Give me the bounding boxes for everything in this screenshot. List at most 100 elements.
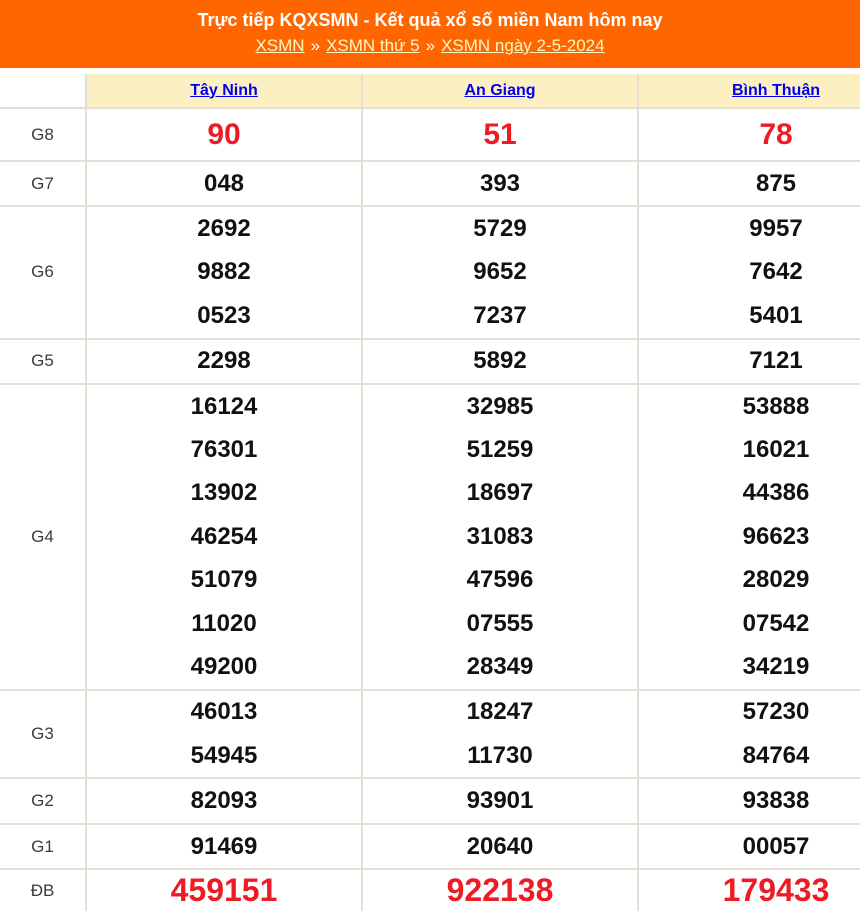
prize-label-g3: G3 (0, 688, 87, 780)
results-table-wrapper: Tây Ninh An Giang Bình Thuận G8 90 51 78 G7 048… (0, 74, 860, 911)
prize-row-db: ĐB 459151 922138 179433 (0, 868, 860, 911)
prize-number: 9957 (749, 215, 803, 243)
prize-number: 51 (483, 117, 517, 151)
prize-number: 0523 (197, 301, 251, 329)
prize-cell-g7-0: 048 (85, 159, 363, 208)
prize-number: 16124 (190, 392, 258, 420)
prize-number: 9882 (197, 258, 251, 286)
prize-cell-g5-1: 5892 (361, 337, 639, 385)
prize-row-g8: G8 90 51 78 (0, 107, 860, 162)
prize-cell-g2-0: 82093 (85, 777, 363, 825)
breadcrumb-link-1[interactable]: XSMN thứ 5 (326, 36, 420, 55)
prize-number: 393 (479, 169, 521, 197)
prize-number: 7237 (473, 301, 527, 329)
province-link-0[interactable]: Tây Ninh (190, 81, 258, 99)
province-header-2: Bình Thuận (637, 74, 860, 109)
prize-number: 07555 (466, 609, 534, 637)
prize-cell-g5-2: 7121 (637, 337, 860, 385)
prize-label-g8: G8 (0, 107, 87, 162)
prize-number: 31083 (466, 522, 534, 550)
prize-cell-g8-1: 51 (361, 107, 639, 162)
prize-number: 34219 (742, 652, 810, 680)
prize-cell-g6-2: 9957 7642 5401 (637, 205, 860, 340)
prize-cell-g1-2: 00057 (637, 822, 860, 871)
prize-cell-g7-1: 393 (361, 159, 639, 208)
prize-number: 84764 (742, 741, 810, 769)
prize-number: 048 (203, 169, 245, 197)
prize-cell-g4-2: 53888 16021 44386 96623 28029 07542 34219 (637, 382, 860, 691)
prize-label-g4: G4 (0, 382, 87, 691)
prize-number: 46013 (190, 698, 258, 726)
prize-number: 2298 (197, 347, 251, 375)
breadcrumb: XSMN » XSMN thứ 5 » XSMN ngày 2-5-2024 (0, 35, 860, 57)
prize-cell-g4-1: 32985 51259 18697 31083 47596 07555 28349 (361, 382, 639, 691)
prize-label-g2: G2 (0, 777, 87, 825)
prize-number: 28029 (742, 566, 810, 594)
top-banner: Trực tiếp KQXSMN - Kết quả xổ số miền Na… (0, 0, 860, 68)
prize-number: 44386 (742, 479, 810, 507)
prize-number: 49200 (190, 652, 258, 680)
prize-cell-g5-0: 2298 (85, 337, 363, 385)
prize-number: 7642 (749, 258, 803, 286)
prize-number: 11730 (467, 741, 533, 769)
prize-cell-g4-0: 16124 76301 13902 46254 51079 11020 49200 (85, 382, 363, 691)
prize-number: 46254 (190, 522, 258, 550)
prize-cell-db-0: 459151 (85, 868, 363, 911)
lottery-results-table: Tây Ninh An Giang Bình Thuận G8 90 51 78 G7 048… (0, 74, 860, 911)
prize-number: 20640 (466, 832, 534, 860)
prize-number: 00057 (742, 832, 810, 860)
prize-number: 11020 (191, 609, 257, 637)
prize-number: 91469 (190, 832, 258, 860)
prize-number: 53888 (742, 392, 810, 420)
prize-number: 76301 (190, 436, 258, 464)
prize-row-g1: G1 91469 20640 00057 (0, 822, 860, 871)
prize-row-g5: G5 2298 5892 7121 (0, 337, 860, 385)
prize-number: 93901 (466, 787, 534, 815)
prize-number: 51259 (466, 436, 534, 464)
prize-number: 57230 (742, 698, 810, 726)
prize-number: 54945 (190, 741, 258, 769)
prize-number: 459151 (170, 872, 278, 909)
prize-number: 5401 (749, 301, 803, 329)
prize-number: 2692 (197, 215, 251, 243)
prize-number: 16021 (742, 436, 810, 464)
prize-row-g3: G3 46013 54945 18247 11730 57230 84764 (0, 688, 860, 780)
province-link-1[interactable]: An Giang (464, 81, 536, 99)
province-header-0: Tây Ninh (85, 74, 363, 109)
prize-number: 28349 (466, 652, 534, 680)
prize-row-g7: G7 048 393 875 (0, 159, 860, 208)
prize-label-g7: G7 (0, 159, 87, 208)
prize-cell-g7-2: 875 (637, 159, 860, 208)
prize-cell-g3-0: 46013 54945 (85, 688, 363, 780)
prize-label-g5: G5 (0, 337, 87, 385)
prize-number: 93838 (742, 787, 810, 815)
prize-cell-g1-0: 91469 (85, 822, 363, 871)
prize-number: 18247 (466, 698, 534, 726)
prize-number: 179433 (722, 872, 830, 909)
prize-number: 78 (759, 117, 793, 151)
prize-cell-g3-1: 18247 11730 (361, 688, 639, 780)
breadcrumb-link-0[interactable]: XSMN (255, 36, 305, 55)
prize-row-g2: G2 82093 93901 93838 (0, 777, 860, 825)
prize-number: 82093 (190, 787, 258, 815)
prize-number: 07542 (742, 609, 810, 637)
prize-label-g1: G1 (0, 822, 87, 871)
prize-row-g6: G6 2692 9882 0523 5729 9652 7237 9957 7642 5401 (0, 205, 860, 340)
prize-cell-db-2: 179433 (637, 868, 860, 911)
prize-cell-g6-0: 2692 9882 0523 (85, 205, 363, 340)
prize-number: 5892 (473, 347, 527, 375)
prize-number: 9652 (473, 258, 527, 286)
province-link-2[interactable]: Bình Thuận (732, 81, 820, 99)
breadcrumb-separator: » (425, 36, 436, 55)
prize-cell-g6-1: 5729 9652 7237 (361, 205, 639, 340)
prize-number: 90 (207, 117, 241, 151)
prize-number: 875 (755, 169, 797, 197)
prize-cell-g2-1: 93901 (361, 777, 639, 825)
corner-cell (0, 74, 87, 109)
prize-number: 96623 (742, 522, 810, 550)
breadcrumb-separator: » (310, 36, 321, 55)
breadcrumb-link-2[interactable]: XSMN ngày 2-5-2024 (441, 36, 605, 55)
prize-cell-g1-1: 20640 (361, 822, 639, 871)
results-body: G8 90 51 78 G7 048 393 875 G6 2692 9882 0523 5729 965… (0, 107, 860, 911)
prize-number: 18697 (466, 479, 534, 507)
